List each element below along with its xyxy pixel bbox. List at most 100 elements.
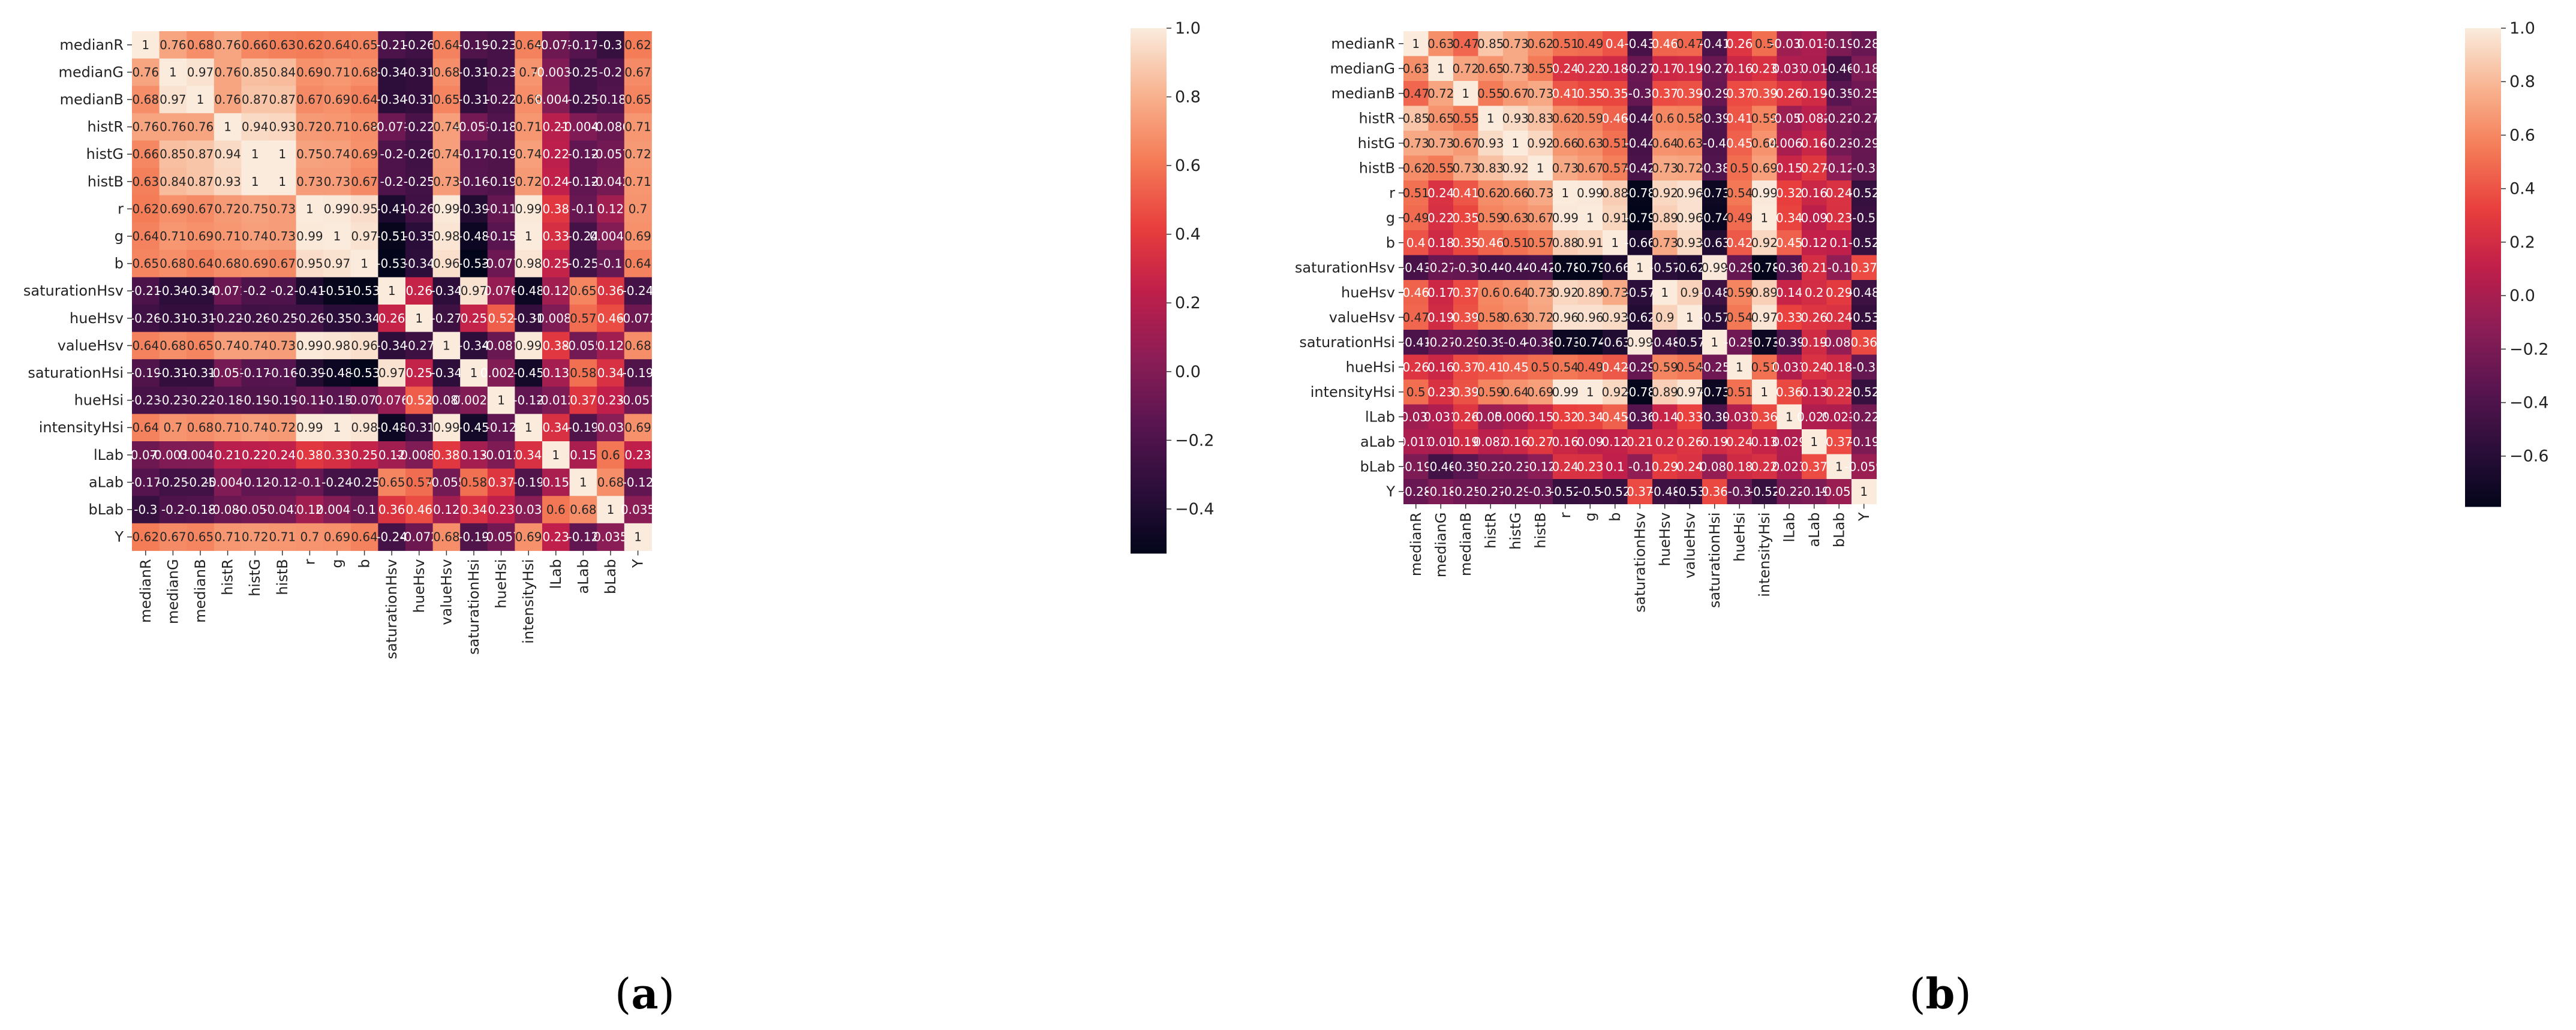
panel-label: (b) (1909, 969, 1971, 1019)
cell-value-label: 0.12 (597, 201, 624, 216)
heatmap-cell (1851, 404, 1877, 430)
heatmap-cell (214, 58, 242, 86)
cell-value-label: 0.12 (433, 502, 460, 517)
heatmap-cell (597, 249, 625, 278)
heatmap-cell (1727, 354, 1753, 380)
cell-value-label: 0.16 (1801, 136, 1827, 150)
heatmap-cell (241, 386, 269, 414)
cell-value-label: 0.64 (1751, 136, 1778, 150)
cell-value-label: 0.57 (1527, 236, 1554, 250)
cell-value-label: -0.1 (353, 502, 376, 517)
heatmap-cell (1577, 155, 1603, 181)
heatmap-cell (1478, 180, 1504, 206)
cell-value-label: 1 (1711, 335, 1718, 350)
heatmap-cell (542, 414, 570, 442)
heatmap-cell (1677, 305, 1703, 330)
cell-value-label: 0.34 (515, 448, 542, 462)
cell-value-label: 0.98 (324, 338, 351, 353)
cell-value-label: 0.63 (1427, 37, 1454, 51)
cell-value-label: 0.24 (1427, 186, 1454, 200)
heatmap-cell (1702, 479, 1727, 504)
cell-value-label: 0.03 (597, 420, 624, 435)
heatmap-cell (1603, 305, 1628, 330)
heatmap-cell (1851, 31, 1877, 56)
cell-value-label: 0.67 (296, 92, 323, 107)
heatmap-cell (159, 468, 187, 496)
cell-value-label: 1 (1760, 385, 1768, 399)
cell-value-label: -0.31 (185, 311, 216, 326)
y-tick-label: b (115, 255, 124, 272)
heatmap-cell (597, 86, 625, 114)
cell-value-label: 0.21 (1627, 435, 1654, 449)
heatmap-cell (1851, 380, 1877, 405)
heatmap-cell (1503, 56, 1528, 82)
cell-value-label: 0.29 (1826, 285, 1853, 300)
heatmap-cell (1553, 131, 1578, 156)
heatmap-cell (1403, 380, 1429, 405)
heatmap-cell (1627, 330, 1653, 355)
heatmap-cell (323, 249, 351, 278)
heatmap-cell (432, 468, 461, 496)
heatmap-cell (460, 441, 488, 469)
heatmap-cell (1652, 280, 1678, 305)
cell-value-label: -0.25 (1450, 484, 1481, 499)
heatmap-cell (1752, 330, 1777, 355)
cell-value-label: 0.92 (1651, 186, 1678, 200)
cell-value-label: -0.45 (458, 420, 489, 435)
heatmap-cell (350, 195, 378, 223)
heatmap-cell (214, 31, 242, 59)
x-tick-label: valueHsv (1681, 513, 1698, 579)
heatmap-cell (296, 222, 324, 251)
cell-value-label: -0.1 (1827, 260, 1851, 275)
heatmap-cell (132, 222, 160, 251)
cell-value-label: 0.082 (1474, 435, 1508, 449)
heatmap-cell (405, 305, 434, 333)
heatmap-cell (487, 386, 515, 414)
cell-value-label: 0.24 (269, 448, 296, 462)
cell-value-label: -0.5 (1579, 484, 1602, 499)
cell-value-label: 0.34 (1776, 210, 1803, 225)
heatmap-cell (405, 523, 434, 551)
cell-value-label: -0.18 (486, 120, 517, 134)
cell-value-label: 0.18 (1726, 459, 1753, 474)
heatmap-cell (214, 113, 242, 141)
heatmap-cell (1553, 429, 1578, 454)
cell-value-label: 0.035 (621, 502, 655, 517)
heatmap-cell (214, 441, 242, 469)
x-tick-label: aLab (1806, 513, 1823, 547)
heatmap-cell (132, 168, 160, 196)
heatmap-cell (432, 414, 461, 442)
cell-value-label: 0.32 (1552, 409, 1579, 424)
heatmap-cell (1603, 230, 1628, 255)
heatmap-cell (1478, 205, 1504, 231)
cell-value-label: 0.69 (1527, 385, 1554, 399)
heatmap-cell (323, 468, 351, 496)
cell-value-label: 0.57 (570, 311, 597, 326)
heatmap-cell (269, 140, 297, 168)
cell-value-label: -0.34 (349, 311, 380, 326)
heatmap-cell (569, 414, 597, 442)
heatmap-cell (1727, 380, 1753, 405)
y-tick-label: histR (1359, 110, 1395, 127)
cell-value-label: 0.13 (1751, 435, 1778, 449)
cell-value-label: 0.23 (1751, 61, 1778, 76)
heatmap-cell (1453, 205, 1478, 231)
cell-value-label: -0.071 (208, 284, 247, 298)
heatmap-cell (159, 332, 187, 360)
cell-value-label: -0.19 (568, 420, 599, 435)
cell-value-label: 0.22 (1577, 61, 1604, 76)
cell-value-label: -0.22 (404, 120, 435, 134)
heatmap-cell (624, 359, 652, 387)
cell-value-label: 0.46 (406, 502, 433, 517)
heatmap-cell (1826, 56, 1852, 82)
heatmap-cell (1428, 354, 1454, 380)
cell-value-label: 0.24 (1801, 360, 1827, 374)
heatmap-cell (1453, 230, 1478, 255)
cell-value-label: -0.2 (270, 284, 294, 298)
cell-value-label: -0.19 (1400, 459, 1432, 474)
cell-value-label: 0.74 (214, 338, 241, 353)
cell-value-label: 0.64 (133, 420, 160, 435)
cell-value-label: 1 (415, 311, 423, 326)
cell-value-label: 0.97 (1676, 385, 1703, 399)
cell-value-label: -0.41 (294, 284, 326, 298)
